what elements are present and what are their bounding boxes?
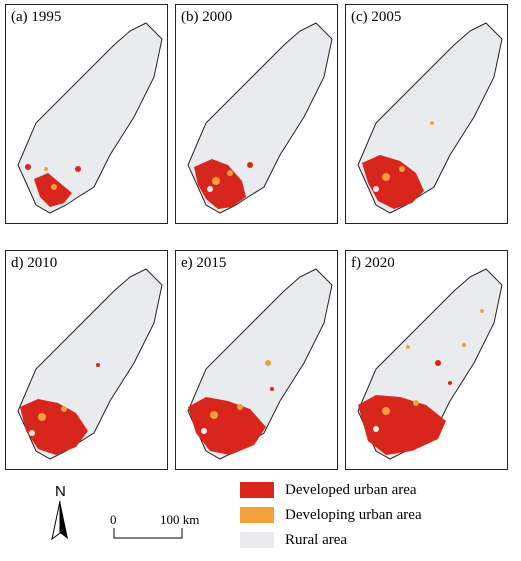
developing-urban-area bbox=[430, 121, 434, 125]
rural-gap bbox=[207, 186, 213, 192]
legend-swatch bbox=[240, 482, 274, 498]
developing-urban-area bbox=[462, 343, 466, 347]
developing-urban-area bbox=[413, 400, 419, 406]
developing-urban-area bbox=[399, 166, 405, 172]
developed-urban-area bbox=[188, 397, 266, 455]
legend-swatch bbox=[240, 507, 274, 523]
map-canvas bbox=[17, 22, 163, 214]
map-canvas bbox=[17, 268, 163, 460]
rural-gap bbox=[373, 426, 379, 432]
developing-urban-area bbox=[38, 413, 46, 421]
scale-start-label: 0 bbox=[110, 512, 117, 527]
developing-urban-area bbox=[210, 411, 218, 419]
north-letter: N bbox=[55, 483, 66, 500]
map-panel-2000: (b) 2000 bbox=[175, 4, 338, 224]
developing-urban-area bbox=[212, 177, 220, 185]
legend-label: Developing urban area bbox=[285, 507, 422, 523]
developed-urban-area bbox=[358, 395, 446, 455]
panel-label: f) 2020 bbox=[351, 255, 395, 271]
developed-urban-area bbox=[34, 173, 72, 207]
panel-label: (c) 2005 bbox=[351, 9, 402, 25]
developing-urban-area bbox=[382, 407, 390, 415]
developed-urban-area bbox=[75, 166, 81, 172]
scale-bar-line bbox=[113, 528, 183, 539]
legend-label: Rural area bbox=[285, 532, 348, 548]
developed-urban-area bbox=[25, 164, 31, 170]
developing-urban-area bbox=[480, 309, 484, 313]
north-arrow-icon bbox=[51, 501, 68, 541]
developed-urban-area bbox=[435, 360, 441, 366]
map-panel-2010: d) 2010 bbox=[5, 250, 168, 470]
developed-urban-area bbox=[362, 155, 424, 209]
map-panel-2020: f) 2020 bbox=[345, 250, 508, 470]
developing-urban-area bbox=[237, 404, 243, 410]
developed-urban-area bbox=[247, 162, 253, 168]
panel-label: e) 2015 bbox=[181, 255, 227, 271]
map-panel-2005: (c) 2005 bbox=[345, 4, 508, 224]
developed-urban-area bbox=[20, 399, 88, 455]
rural-gap bbox=[201, 428, 207, 434]
north-arrow: N bbox=[42, 483, 82, 547]
developed-urban-area bbox=[96, 363, 100, 367]
panel-label: (a) 1995 bbox=[11, 9, 62, 25]
developing-urban-area bbox=[265, 360, 271, 366]
map-panel-2015: e) 2015 bbox=[175, 250, 338, 470]
scale-end-label: 100 km bbox=[160, 512, 200, 527]
developing-urban-area bbox=[382, 173, 390, 181]
map-canvas bbox=[357, 22, 503, 214]
developed-urban-area bbox=[194, 159, 246, 209]
map-canvas bbox=[357, 268, 503, 460]
rural-gap bbox=[29, 430, 35, 436]
developing-urban-area bbox=[406, 345, 410, 349]
map-canvas bbox=[187, 22, 333, 214]
region-boundary bbox=[17, 22, 163, 214]
developing-urban-area bbox=[44, 167, 48, 171]
panel-label: d) 2010 bbox=[11, 255, 58, 271]
developing-urban-area bbox=[61, 406, 67, 412]
developing-urban-area bbox=[51, 184, 57, 190]
map-canvas bbox=[187, 268, 333, 460]
legend-label: Developed urban area bbox=[285, 482, 417, 498]
developing-urban-area bbox=[227, 170, 233, 176]
developed-urban-area bbox=[270, 387, 274, 391]
legend-swatch bbox=[240, 532, 274, 548]
scale-bar: 0 100 km bbox=[104, 512, 214, 548]
rural-gap bbox=[373, 186, 379, 192]
map-panel-1995: (a) 1995 bbox=[5, 4, 168, 224]
panel-label: (b) 2000 bbox=[181, 9, 233, 25]
developed-urban-area bbox=[448, 381, 452, 385]
